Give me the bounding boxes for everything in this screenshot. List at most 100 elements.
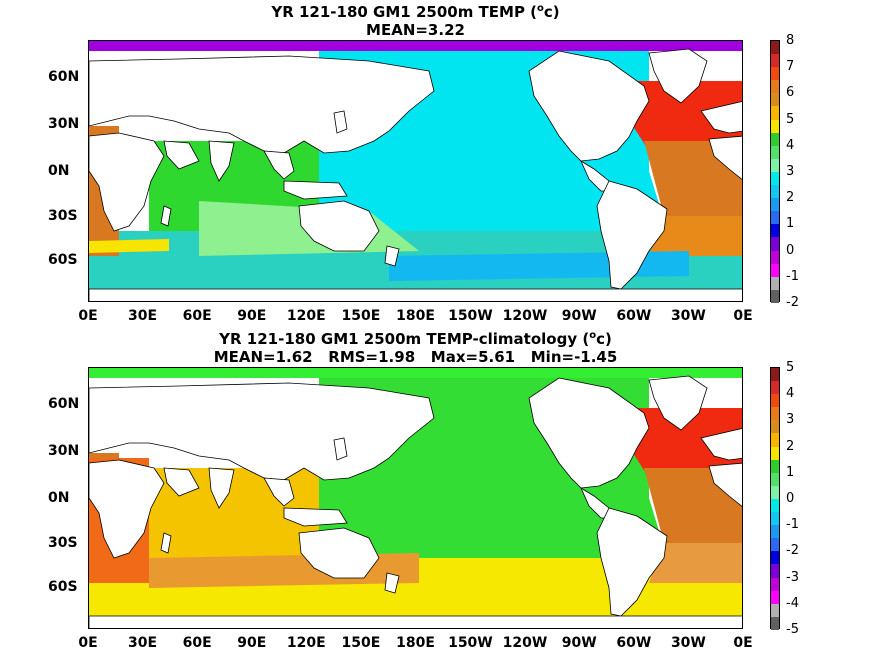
panel2-stats: MEAN=1.62 RMS=1.98 Max=5.61 Min=-1.45 bbox=[213, 348, 618, 366]
land-india bbox=[208, 140, 235, 182]
colorbar-swatch bbox=[771, 512, 779, 526]
longitude-tick-label: 0E bbox=[733, 308, 753, 324]
colorbar-swatch bbox=[771, 472, 779, 486]
land-australia bbox=[298, 527, 380, 579]
south-atlantic-yellow-band bbox=[89, 239, 169, 253]
land-antarctica bbox=[89, 288, 742, 301]
colorbar-tick-label: -3 bbox=[786, 569, 799, 585]
land-africa bbox=[89, 459, 165, 559]
arctic-ocean bbox=[89, 368, 742, 378]
colorbar-swatch bbox=[771, 106, 779, 120]
longitude-tick-label: 30E bbox=[128, 308, 158, 324]
colorbar-swatch bbox=[771, 577, 779, 591]
colorbar-temp bbox=[770, 40, 780, 303]
colorbar-swatch bbox=[771, 407, 779, 421]
colorbar-tick-label: 2 bbox=[786, 190, 795, 206]
land-americaS bbox=[596, 507, 668, 617]
longitude-tick-label: 90W bbox=[561, 308, 597, 324]
atlantic-mid bbox=[644, 468, 742, 548]
colorbar-swatch bbox=[771, 420, 779, 434]
longitude-tick-label: 90E bbox=[237, 635, 267, 651]
longitude-tick-label: 150W bbox=[448, 308, 493, 324]
colorbar-swatch bbox=[771, 54, 779, 68]
land-africa bbox=[89, 132, 165, 232]
land-arabia bbox=[163, 140, 200, 170]
longitude-tick-label: 120E bbox=[286, 635, 326, 651]
longitude-tick-label: 30W bbox=[670, 308, 706, 324]
land-antarctica bbox=[89, 615, 742, 628]
colorbar-swatch bbox=[771, 590, 779, 604]
colorbar-tick-label: 0 bbox=[786, 491, 795, 506]
land-india bbox=[208, 467, 235, 509]
colorbar-swatch bbox=[771, 446, 779, 460]
colorbar-swatch bbox=[771, 171, 779, 186]
longitude-tick-label: 120E bbox=[286, 308, 326, 324]
longitude-tick-label: 0E bbox=[78, 635, 98, 651]
colorbar-swatch bbox=[771, 80, 779, 94]
colorbar-swatch bbox=[771, 211, 779, 225]
colorbar-tick-label: 5 bbox=[786, 111, 795, 127]
longitude-tick-label: 180E bbox=[396, 635, 435, 651]
land-madagascar bbox=[160, 205, 172, 227]
longitude-tick-label: 30E bbox=[128, 635, 158, 651]
colorbar-swatch bbox=[771, 93, 779, 107]
land-eurasia bbox=[89, 55, 435, 154]
land-newZealand bbox=[384, 245, 400, 267]
land-americaS bbox=[596, 180, 668, 290]
colorbar-swatch bbox=[771, 498, 779, 513]
panel1-mean: MEAN=3.22 bbox=[366, 21, 465, 39]
colorbar-tick-label: 3 bbox=[786, 412, 795, 428]
latitude-tick-label: 60N bbox=[48, 69, 80, 85]
colorbar-swatch bbox=[771, 41, 779, 55]
colorbar-swatch bbox=[771, 132, 779, 146]
land-arabia bbox=[163, 467, 200, 497]
latitude-tick-label: 30N bbox=[48, 443, 80, 459]
colorbar-swatch bbox=[771, 603, 779, 617]
longitude-tick-label: 0E bbox=[78, 308, 98, 324]
colorbar-tick-label: 4 bbox=[786, 137, 795, 153]
colorbar-swatch bbox=[771, 368, 779, 382]
colorbar-swatch bbox=[771, 538, 779, 552]
colorbar-tick-label: 0 bbox=[786, 242, 795, 258]
land-indonesia bbox=[283, 180, 348, 200]
latitude-tick-label: 0N bbox=[48, 490, 70, 506]
colorbar-swatch bbox=[771, 289, 779, 303]
map-panel-temp bbox=[88, 40, 743, 302]
colorbar-swatch bbox=[771, 158, 779, 172]
longitude-tick-label: 180E bbox=[396, 308, 435, 324]
longitude-tick-label: 60E bbox=[182, 308, 212, 324]
colorbar-swatch bbox=[771, 145, 779, 159]
colorbar-anomaly bbox=[770, 367, 780, 630]
land-newZealand bbox=[384, 572, 400, 594]
land-europeW bbox=[700, 101, 742, 134]
longitude-tick-label: 60W bbox=[616, 308, 652, 324]
colorbar-tick-label: -2 bbox=[786, 295, 799, 310]
land-seAsia bbox=[263, 477, 295, 507]
longitude-tick-label: 90E bbox=[237, 308, 267, 324]
colorbar-swatch bbox=[771, 237, 779, 251]
latitude-tick-label: 60S bbox=[48, 579, 78, 595]
land-eurasia bbox=[89, 382, 435, 481]
land-greenland bbox=[648, 375, 708, 431]
colorbar-swatch bbox=[771, 198, 779, 212]
land-madagascar bbox=[160, 532, 172, 554]
colorbar-swatch bbox=[771, 485, 779, 499]
land-indonesia bbox=[283, 507, 348, 527]
land-africaW bbox=[708, 135, 742, 180]
colorbar-swatch bbox=[771, 433, 779, 447]
colorbar-tick-label: 2 bbox=[786, 438, 795, 454]
colorbar-tick-label: 5 bbox=[786, 360, 795, 375]
colorbar-swatch bbox=[771, 525, 779, 539]
colorbar-tick-label: -1 bbox=[786, 268, 799, 284]
colorbar-swatch bbox=[771, 564, 779, 578]
colorbar-tick-label: 8 bbox=[786, 33, 795, 48]
colorbar-swatch bbox=[771, 119, 779, 133]
longitude-tick-label: 90W bbox=[561, 635, 597, 651]
colorbar-swatch bbox=[771, 263, 779, 277]
land-greenland bbox=[648, 48, 708, 104]
latitude-tick-label: 60N bbox=[48, 396, 80, 412]
atlantic-south bbox=[649, 543, 742, 583]
land-seAsia bbox=[263, 150, 295, 180]
longitude-tick-label: 120W bbox=[502, 635, 548, 651]
colorbar-tick-label: 1 bbox=[786, 216, 795, 232]
